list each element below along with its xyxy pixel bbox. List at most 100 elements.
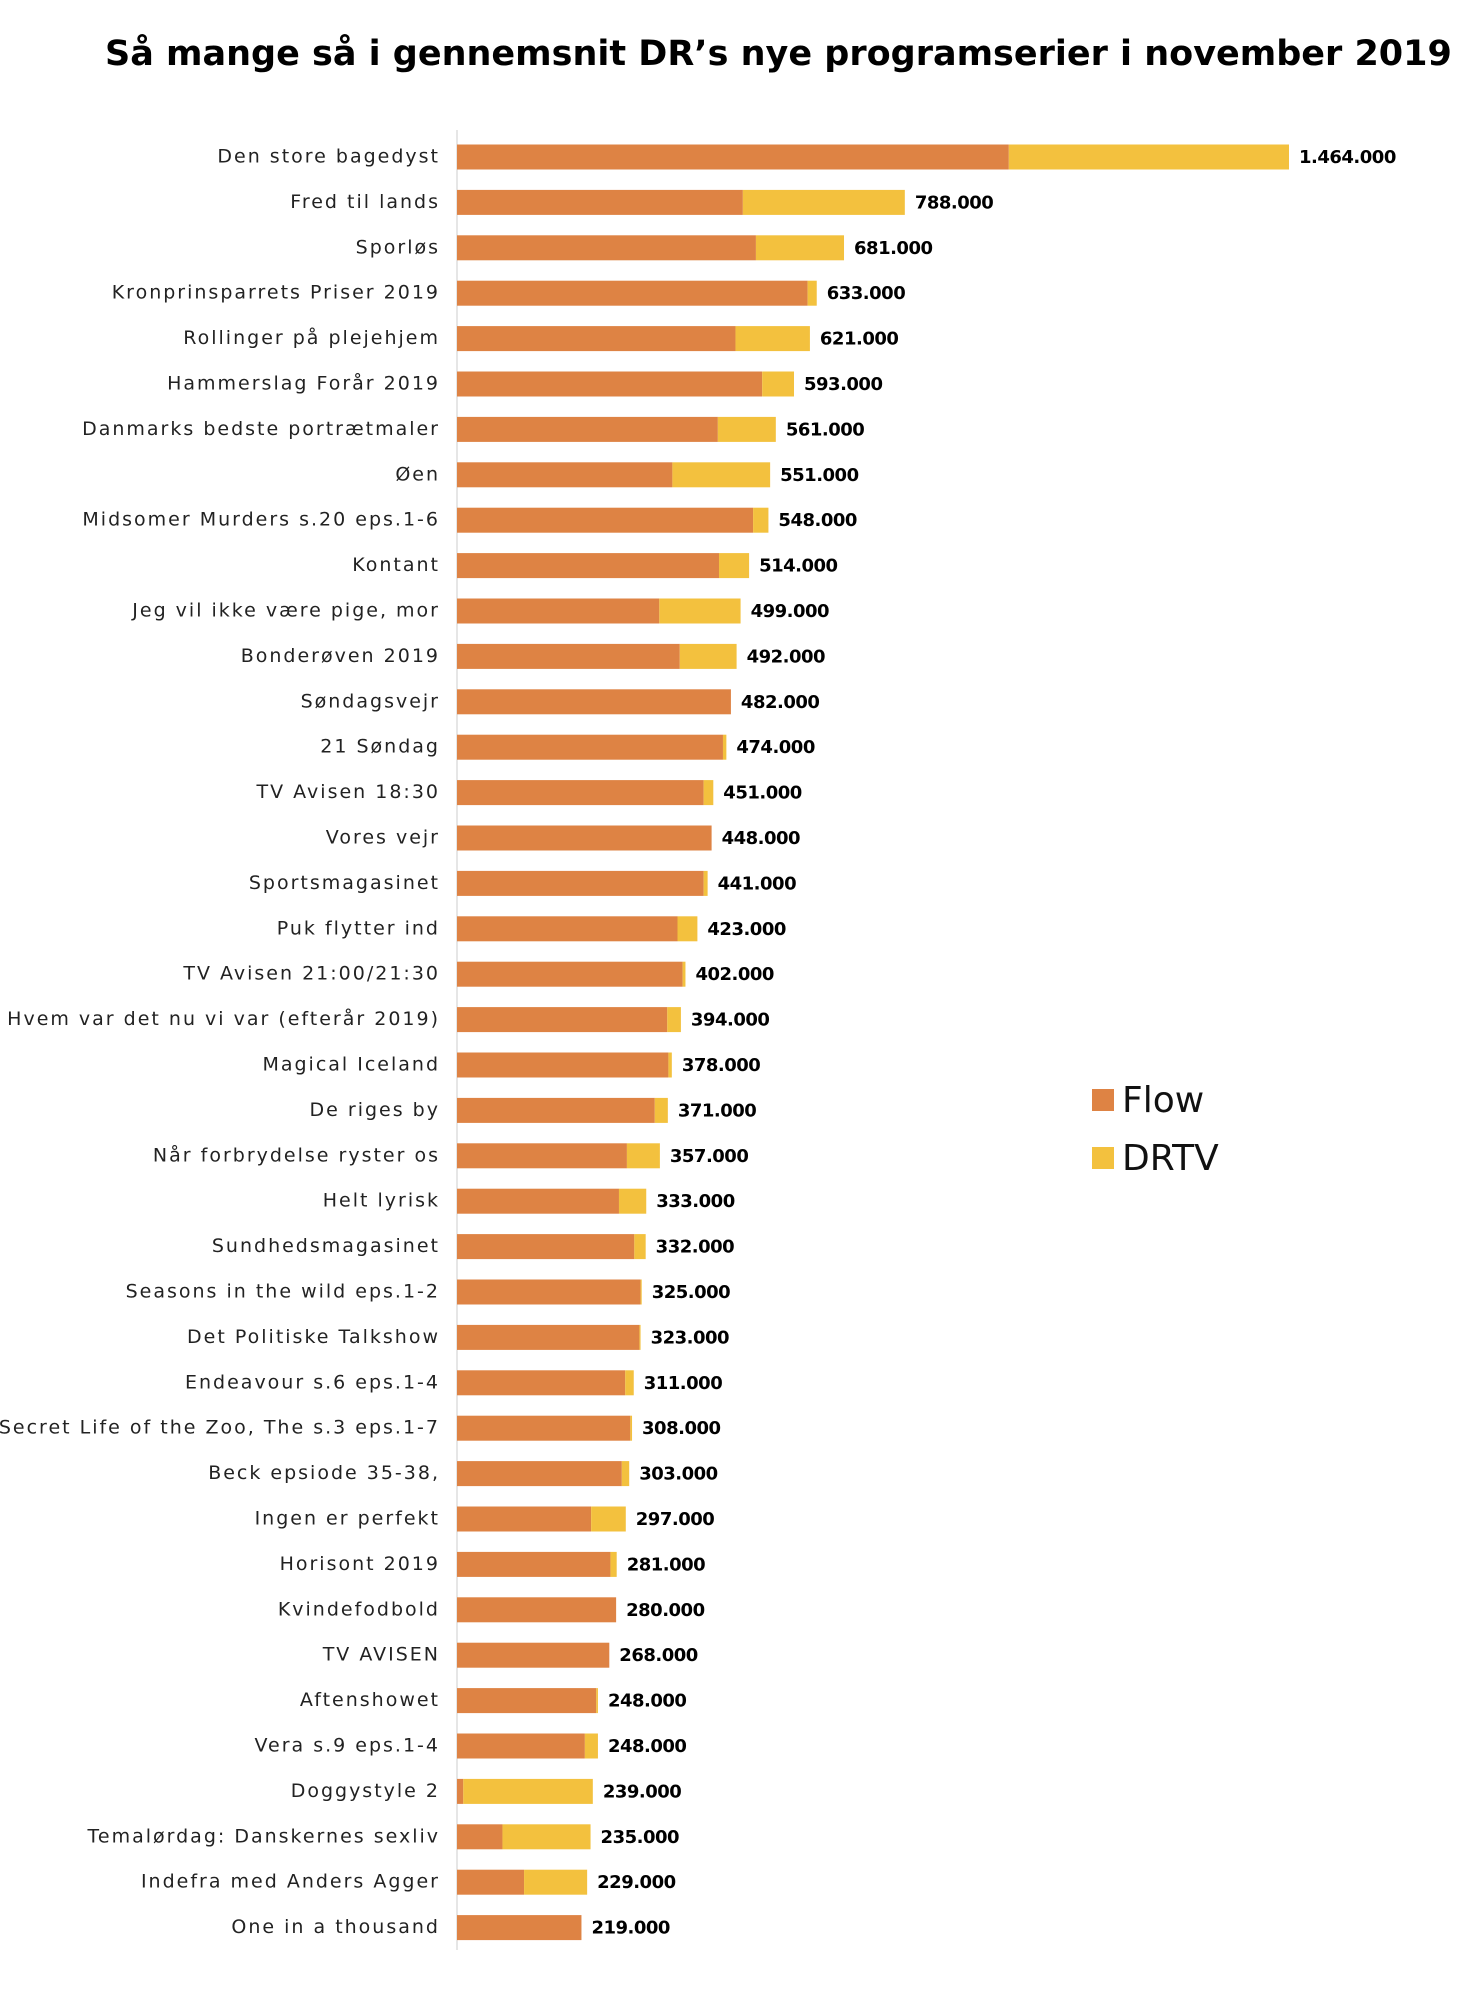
total-label: 448.000	[722, 828, 800, 849]
category-label: Fred til lands	[290, 191, 440, 213]
total-label: 551.000	[780, 465, 858, 486]
bar-segment	[742, 189, 905, 215]
bar-segment	[457, 916, 678, 942]
bar-segment	[457, 1007, 668, 1033]
category-label: Øen	[395, 463, 440, 485]
category-label: Temalørdag: Danskernes sexliv	[87, 1825, 440, 1847]
bar-segment	[755, 235, 845, 261]
bar-segment	[626, 1143, 660, 1169]
category-label: Aftenshowet	[300, 1689, 440, 1711]
total-label: 402.000	[695, 964, 773, 985]
total-label: 268.000	[619, 1645, 697, 1666]
bar-segment	[457, 1370, 626, 1396]
bar-segment	[457, 1642, 610, 1668]
legend-label: DRTV	[1122, 1138, 1219, 1179]
bar-segment	[457, 1461, 622, 1487]
bar-segment	[457, 734, 723, 760]
category-label: Doggystyle 2	[291, 1780, 440, 1802]
bar-segment	[457, 689, 731, 715]
bar-segment	[457, 643, 680, 669]
bar-segment	[625, 1370, 634, 1396]
bar-segment	[457, 598, 660, 624]
category-label: One in a thousand	[231, 1916, 440, 1938]
category-label: Rollinger på plejehjem	[183, 326, 440, 349]
bar-segment	[457, 1778, 464, 1804]
bar-segment	[457, 1324, 640, 1350]
total-label: 311.000	[644, 1373, 722, 1394]
bar-segment	[596, 1688, 598, 1714]
category-label: Kontant	[352, 554, 440, 576]
total-label: 681.000	[854, 238, 932, 259]
total-label: 229.000	[597, 1872, 675, 1893]
category-label: Hvem var det nu vi var (efterår 2019)	[7, 1007, 440, 1030]
bar-segment	[457, 144, 1009, 170]
bar-segment	[718, 553, 750, 579]
total-label: 593.000	[804, 374, 882, 395]
bar-segment	[457, 235, 756, 261]
bar-segment	[677, 916, 698, 942]
bar-segment	[457, 1824, 503, 1850]
total-label: 621.000	[820, 329, 898, 350]
category-label: Det Politiske Talkshow	[187, 1326, 440, 1348]
bar-segment	[654, 1097, 668, 1123]
category-label: Vores vejr	[326, 827, 440, 849]
category-label: Kvindefodbold	[278, 1598, 440, 1620]
bar-segment	[457, 416, 718, 442]
bar-segment	[457, 326, 736, 352]
category-label: Helt lyrisk	[323, 1190, 440, 1212]
bar-segment	[457, 1597, 617, 1623]
category-label: Seasons in the wild eps.1-2	[126, 1281, 440, 1303]
bar-segment	[457, 553, 719, 579]
total-label: 423.000	[707, 919, 785, 940]
bar-segment	[679, 643, 737, 669]
total-label: 514.000	[759, 556, 837, 577]
total-label: 297.000	[636, 1509, 714, 1530]
bar-segment	[457, 1915, 582, 1941]
total-label: 281.000	[627, 1554, 705, 1575]
total-label: 451.000	[723, 783, 801, 804]
category-label: Den store bagedyst	[217, 146, 440, 168]
bar-segment	[457, 1551, 611, 1577]
legend-swatch	[1092, 1089, 1114, 1111]
total-label: 248.000	[608, 1736, 686, 1757]
bar-segment	[457, 1279, 641, 1305]
bar-segment	[591, 1506, 626, 1532]
category-label: Bonderøven 2019	[241, 645, 440, 667]
category-label: Kronprinsparrets Priser 2019	[112, 282, 440, 304]
bar-segment	[621, 1461, 630, 1487]
category-label: TV AVISEN	[322, 1644, 440, 1666]
total-label: 1.464.000	[1299, 147, 1396, 168]
category-label: Endeavour s.6 eps.1-4	[185, 1371, 440, 1393]
total-label: 323.000	[651, 1327, 729, 1348]
bar-segment	[457, 870, 704, 896]
total-label: 378.000	[682, 1055, 760, 1076]
bar-segment	[668, 1052, 672, 1078]
category-label: Magical Iceland	[262, 1054, 440, 1076]
total-label: 492.000	[747, 646, 825, 667]
bar-segment	[584, 1733, 598, 1759]
bar-segment	[639, 1324, 641, 1350]
bar-segment	[457, 1188, 619, 1214]
category-label: Danmarks bedste portrætmaler	[82, 418, 440, 440]
bar-segment	[457, 462, 673, 488]
category-label: TV Avisen 18:30	[256, 781, 440, 803]
bar-segment	[703, 870, 708, 896]
category-label: Puk flytter ind	[277, 917, 440, 939]
legend-swatch	[1092, 1147, 1114, 1169]
bar-segment	[502, 1824, 591, 1850]
category-label: Jeg vil ikke være pige, mor	[131, 600, 440, 622]
bar-segment	[457, 1052, 669, 1078]
bar-segment	[630, 1415, 633, 1441]
total-label: 332.000	[656, 1237, 734, 1258]
bar-segment	[735, 326, 810, 352]
total-label: 371.000	[678, 1100, 756, 1121]
total-label: 788.000	[915, 192, 993, 213]
bar-segment	[457, 1097, 655, 1123]
bar-segment	[457, 280, 808, 306]
total-label: 441.000	[718, 873, 796, 894]
total-label: 474.000	[736, 737, 814, 758]
bar-segment	[457, 1143, 627, 1169]
bar-segment	[457, 1733, 585, 1759]
bar-segment	[682, 961, 686, 987]
bar-segment	[667, 1007, 681, 1033]
